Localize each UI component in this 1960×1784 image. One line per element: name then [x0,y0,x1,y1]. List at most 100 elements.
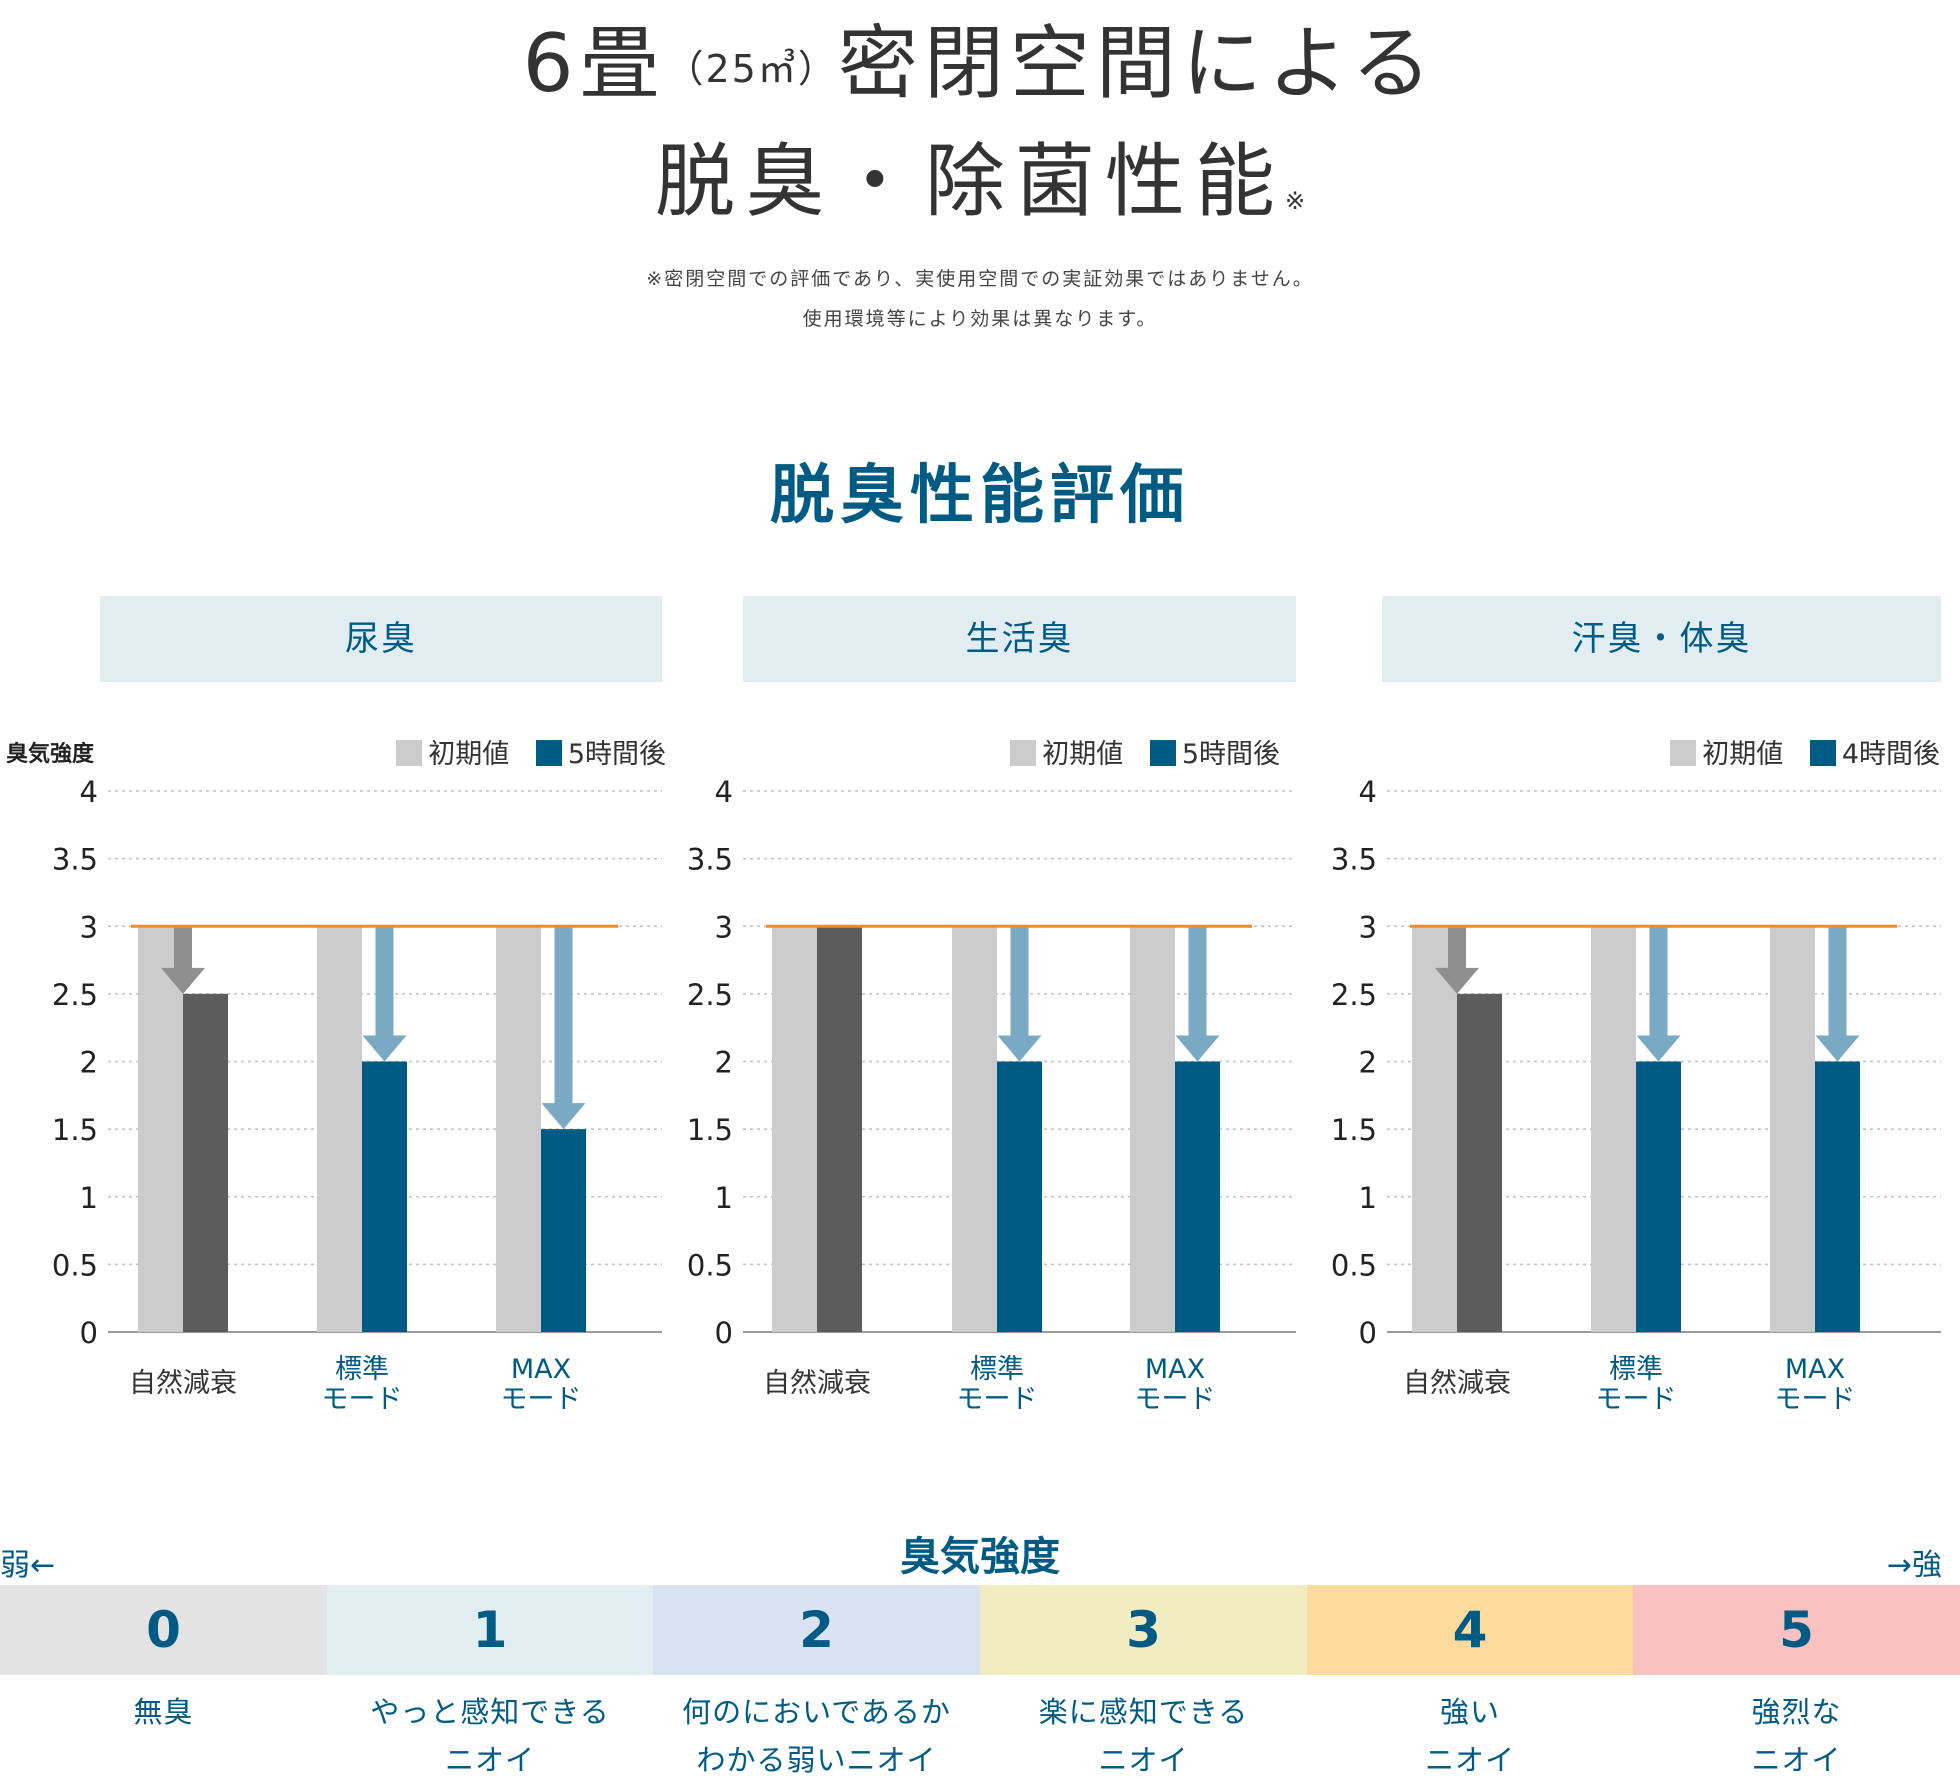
title-footnote-mark: ※ [1284,187,1306,215]
y-tick-label: 3.5 [1331,843,1377,877]
scale-desc-3-line1: 楽に感知できる [1038,1695,1249,1729]
bar-initial [772,926,817,1332]
x-category-label: モード [1596,1384,1677,1415]
bar-initial [952,926,997,1332]
reduction-arrow [362,926,407,1062]
y-tick-label: 0.5 [687,1248,733,1282]
scale-level-1: 1 [327,1585,653,1675]
y-tick-label: 3.5 [52,843,98,877]
bar-initial [1130,926,1175,1332]
legend-label-after: 4時間後 [1841,739,1940,770]
bar-after [183,993,228,1332]
scale-level-2: 2 [653,1585,980,1675]
y-tick-label: 2 [1359,1046,1377,1080]
y-tick-label: 0 [80,1316,98,1350]
x-category-label: モード [1775,1384,1856,1415]
y-tick-label: 1.5 [687,1113,733,1147]
bar-initial [496,926,541,1332]
scale-level-5: 5 [1633,1585,1960,1675]
y-tick-label: 4 [80,775,98,809]
legend-label-after: 5時間後 [1181,739,1280,770]
bar-after [1457,993,1502,1332]
bar-after [817,926,862,1332]
x-category-label: 自然減衰 [129,1368,237,1399]
legend-swatch-after [1809,740,1836,766]
reduction-arrow [1175,926,1220,1062]
reduction-arrow [541,926,586,1130]
y-tick-label: 1 [1359,1181,1377,1215]
footnote-line2: 使用環境等により効果は異なります。 [802,308,1158,330]
x-category-label: 標準 [1609,1354,1663,1385]
y-tick-label: 0.5 [52,1248,98,1282]
title-volume: （25㎥） [665,47,838,92]
scale-desc-4: 強い ニオイ [1307,1688,1633,1784]
section-title: 脱臭性能評価 [770,459,1190,533]
scale-desc-1: やっと感知できる ニオイ [327,1688,653,1784]
y-tick-label: 3 [1359,910,1377,944]
scale-desc-4-line2: ニオイ [1424,1743,1515,1777]
reduction-arrow [1435,926,1479,994]
scale-desc-5-line2: ニオイ [1751,1743,1842,1777]
y-tick-label: 2.5 [1331,978,1377,1012]
scale-desc-0: 無臭 [0,1688,327,1736]
x-category-label: 標準 [335,1354,389,1385]
legend-swatch-initial [1010,740,1037,766]
y-axis-title: 臭気強度 [6,742,95,767]
legend-swatch-after [1149,740,1176,766]
y-tick-label: 1.5 [52,1113,98,1147]
scale-desc-1-line2: ニオイ [444,1743,535,1777]
bar-initial [317,926,362,1332]
legend-swatch-initial [396,740,423,766]
chart-header-urine: 尿臭 [100,596,662,682]
y-tick-label: 2 [715,1046,733,1080]
footnote-line1: ※密閉空間での評価であり、実使用空間での実証効果ではありません。 [646,268,1314,290]
legend-label-initial: 初期値 [428,739,510,770]
legend-chart1: 初期値 5時間後 [396,738,666,772]
y-tick-label: 2 [80,1046,98,1080]
scale-level-3: 3 [980,1585,1307,1675]
title-room-size: 6畳 [522,17,666,110]
y-tick-label: 1.5 [1331,1113,1377,1147]
scale-desc-3: 楽に感知できる ニオイ [980,1688,1307,1784]
x-category-label: 自然減衰 [1403,1368,1511,1399]
x-category-label: MAX [1785,1354,1845,1385]
reduction-arrow [161,926,205,994]
chart-header-living: 生活臭 [743,596,1296,682]
y-tick-label: 2.5 [52,978,98,1012]
reduction-arrow [1636,926,1681,1062]
y-tick-label: 0.5 [1331,1248,1377,1282]
x-category-label: MAX [511,1354,571,1385]
legend-label-initial: 初期値 [1042,739,1124,770]
bar-after [1815,1061,1860,1332]
scale-desc-1-line1: やっと感知できる [370,1695,610,1729]
bar-initial [1770,926,1815,1332]
y-tick-label: 1 [715,1181,733,1215]
legend-chart2: 初期値 5時間後 [1010,738,1280,772]
x-category-label: モード [1135,1384,1216,1415]
scale-level-4: 4 [1307,1585,1633,1675]
x-category-label: モード [957,1384,1038,1415]
legend-label-initial: 初期値 [1702,739,1784,770]
x-category-label: 標準 [970,1354,1024,1385]
scale-desc-2-line1: 何のにおいであるか [682,1695,951,1729]
scale-desc-2: 何のにおいであるか わかる弱いニオイ [653,1688,980,1784]
chart-header-sweat: 汗臭・体臭 [1382,596,1941,682]
y-tick-label: 0 [1359,1316,1377,1350]
bar-after [362,1061,407,1332]
x-category-label: モード [501,1384,582,1415]
y-tick-label: 0 [715,1316,733,1350]
x-category-label: MAX [1145,1354,1205,1385]
scale-desc-0-line1: 無臭 [133,1695,194,1729]
bar-initial [1591,926,1636,1332]
reduction-arrow [1815,926,1860,1062]
scale-strong-label: →強 [1886,1548,1942,1583]
scale-desc-4-line1: 強い [1439,1695,1500,1729]
bar-initial [138,926,183,1332]
scale-desc-5: 強烈な ニオイ [1633,1688,1960,1784]
legend-swatch-initial [1670,740,1697,766]
x-category-label: 自然減衰 [763,1368,871,1399]
scale-desc-5-line1: 強烈な [1751,1695,1842,1729]
page-title-line2: 脱臭・除菌性能※ [0,132,1960,251]
reduction-arrow [997,926,1042,1062]
